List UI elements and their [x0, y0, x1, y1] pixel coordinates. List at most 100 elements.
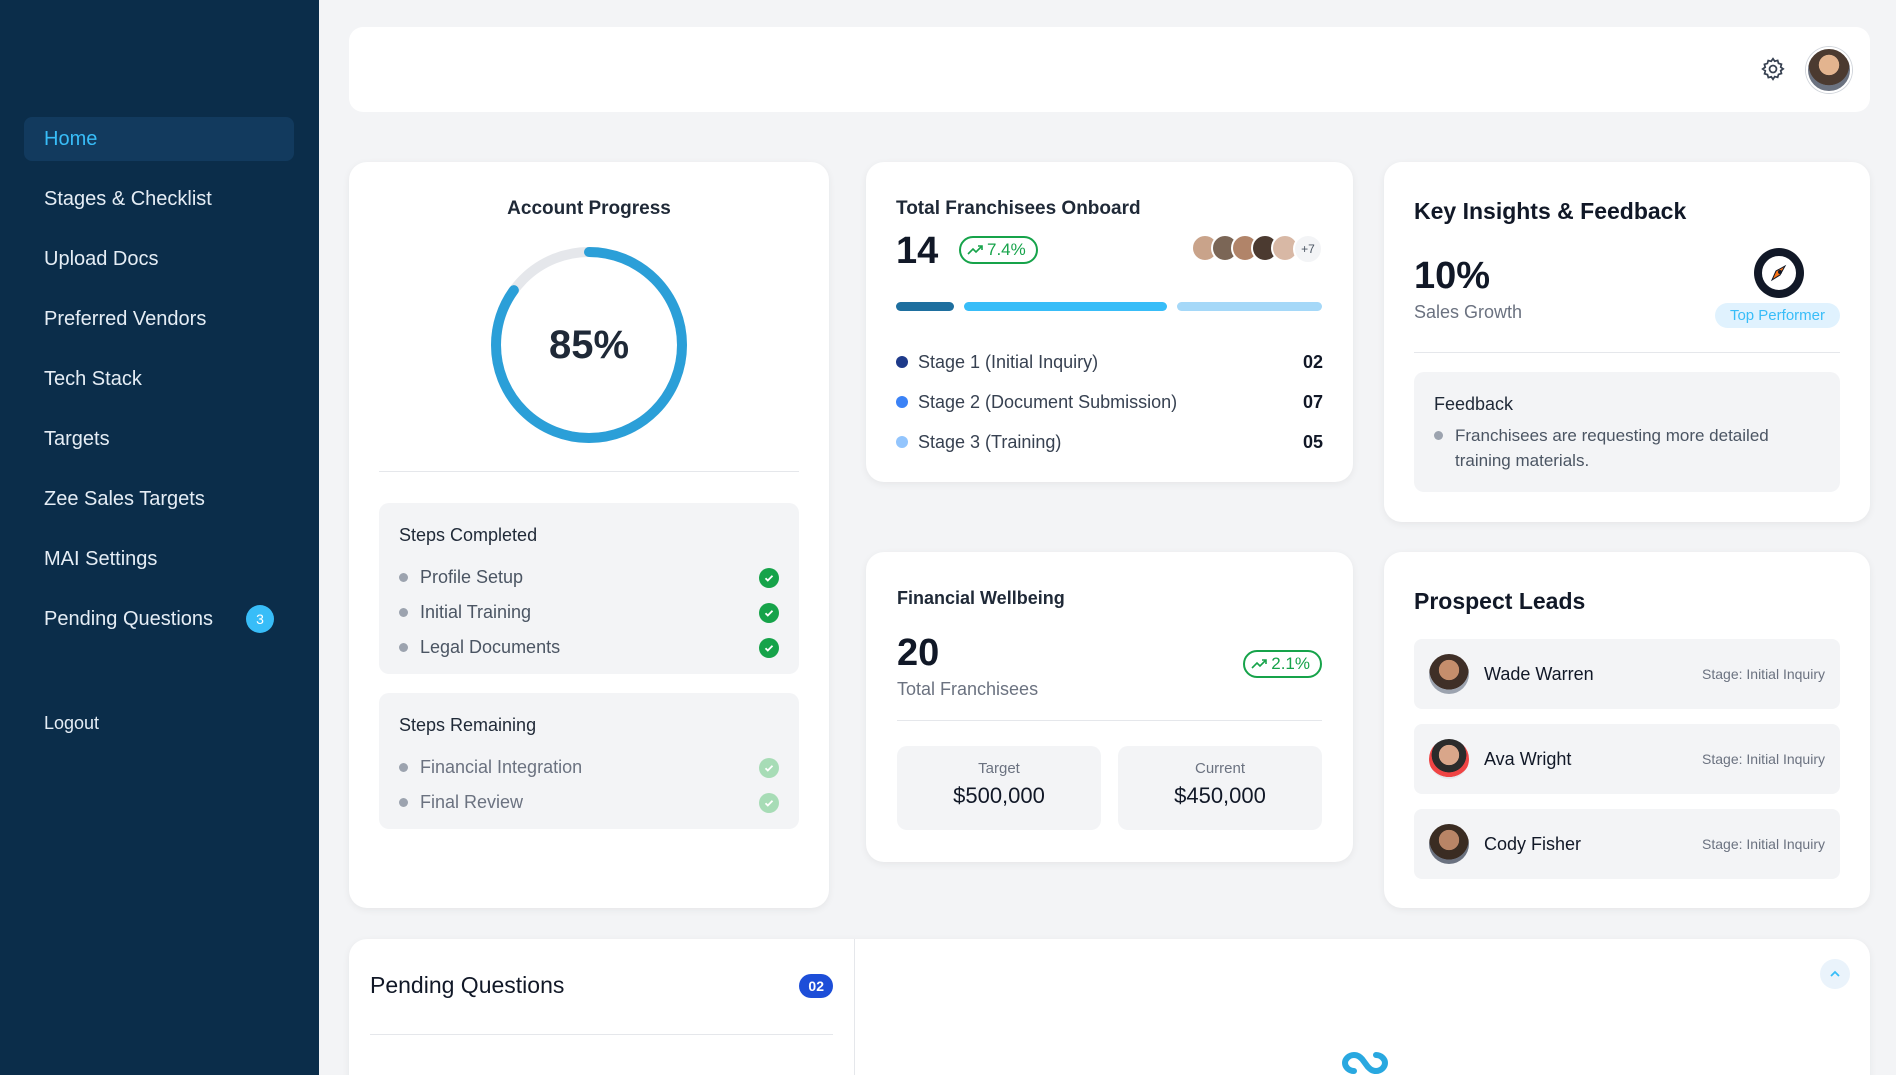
sidebar-item-upload-docs[interactable]: Upload Docs	[24, 237, 294, 281]
stage-dot	[896, 356, 908, 368]
step-label: Financial Integration	[420, 757, 583, 777]
step-label: Initial Training	[420, 602, 532, 622]
sales-growth-label: Sales Growth	[1414, 302, 1523, 322]
avatar	[1429, 654, 1469, 694]
stage-bar	[964, 302, 1167, 311]
badge-inner	[1760, 254, 1798, 292]
leads-title: Prospect Leads	[1414, 588, 1586, 614]
divider	[1414, 352, 1840, 353]
stage-row: Stage 2 (Document Submission) 07	[896, 382, 1323, 422]
steps-completed-title: Steps Completed	[399, 525, 538, 545]
sidebar-item-label: Upload Docs	[44, 247, 159, 270]
steps-completed-box: Steps Completed Profile Setup Initial Tr…	[379, 503, 799, 674]
franchisees-onboard-card: Total Franchisees Onboard 14 7.4% +7 Sta…	[866, 162, 1353, 482]
trend-value: 7.4%	[987, 240, 1026, 259]
bullet	[399, 608, 408, 617]
sidebar-nav: Home Stages & Checklist Upload Docs Pref…	[24, 117, 294, 657]
sidebar-item-targets[interactable]: Targets	[24, 417, 294, 461]
stage-dot	[896, 436, 908, 448]
avatar	[1429, 739, 1469, 779]
pending-count-badge: 3	[246, 605, 274, 633]
check-circle-icon	[759, 637, 779, 658]
step-label: Final Review	[420, 792, 524, 812]
account-progress-card: Account Progress 85% Steps Completed Pro…	[349, 162, 829, 908]
gear-icon[interactable]	[1760, 56, 1786, 82]
progress-percent: 85%	[548, 322, 630, 367]
check-circle-icon	[759, 792, 779, 813]
sidebar-item-stages-checklist[interactable]: Stages & Checklist	[24, 177, 294, 221]
step-label: Legal Documents	[420, 637, 561, 657]
steps-remaining-title: Steps Remaining	[399, 715, 537, 735]
onboard-count: 14	[896, 230, 939, 272]
logout-link[interactable]: Logout	[44, 713, 100, 733]
lead-row[interactable]: Wade Warren Stage: Initial Inquiry	[1414, 639, 1840, 709]
franchisee-count: 20	[897, 632, 940, 674]
stage-label: Stage 1 (Initial Inquiry)	[918, 351, 1099, 372]
key-insights-card: Key Insights & Feedback 10% Sales Growth…	[1384, 162, 1870, 522]
stage-label: Stage 2 (Document Submission)	[918, 391, 1178, 412]
stage-row: Stage 1 (Initial Inquiry) 02	[896, 342, 1323, 382]
sidebar: Home Stages & Checklist Upload Docs Pref…	[0, 0, 319, 1075]
top-header	[349, 27, 1870, 112]
step-item: Profile Setup	[399, 560, 779, 595]
sidebar-item-zee-sales-targets[interactable]: Zee Sales Targets	[24, 477, 294, 521]
onboard-title: Total Franchisees Onboard	[896, 198, 1141, 219]
insights-title: Key Insights & Feedback	[1414, 198, 1687, 224]
divider	[379, 471, 799, 472]
bullet	[399, 763, 408, 772]
account-progress-title: Account Progress	[507, 198, 671, 219]
bullet	[1434, 431, 1443, 440]
user-avatar[interactable]	[1806, 47, 1852, 93]
chevron-up-icon[interactable]	[1820, 959, 1850, 989]
pending-count-badge: 02	[799, 974, 833, 998]
trend-badge: 7.4%	[959, 236, 1038, 264]
check-circle-icon	[759, 602, 779, 623]
franchisee-count-label: Total Franchisees	[897, 679, 1039, 699]
sidebar-item-label: Zee Sales Targets	[44, 487, 205, 510]
lead-row[interactable]: Ava Wright Stage: Initial Inquiry	[1414, 724, 1840, 794]
sales-growth-percent: 10%	[1414, 255, 1491, 297]
stage-label: Stage 3 (Training)	[918, 431, 1062, 452]
sidebar-item-label: Pending Questions	[44, 607, 214, 630]
bullet	[399, 798, 408, 807]
trend-badge: 2.1%	[1243, 650, 1322, 678]
sidebar-item-label: MAI Settings	[44, 547, 158, 570]
more-avatars-count: +7	[1293, 234, 1323, 264]
financial-title: Financial Wellbeing	[897, 588, 1065, 608]
avatar	[1429, 824, 1469, 864]
lead-stage: Stage: Initial Inquiry	[1702, 751, 1825, 767]
trend-up-icon	[967, 245, 983, 255]
feedback-title: Feedback	[1434, 394, 1514, 414]
rocket-icon	[1770, 264, 1787, 282]
financial-wellbeing-card: Financial Wellbeing 20 Total Franchisees…	[866, 552, 1353, 862]
progress-ring-arc	[491, 247, 687, 443]
current-box: Current $450,000	[1118, 746, 1322, 830]
link-logo-icon	[1341, 1051, 1389, 1075]
bullet	[399, 643, 408, 652]
sidebar-item-preferred-vendors[interactable]: Preferred Vendors	[24, 297, 294, 341]
stage-value: 07	[1302, 391, 1323, 412]
pending-questions-card: Pending Questions 02	[349, 939, 1870, 1075]
feedback-box: Feedback Franchisees are requesting more…	[1414, 372, 1840, 492]
steps-remaining-box: Steps Remaining Financial Integration Fi…	[379, 693, 799, 829]
lead-row[interactable]: Cody Fisher Stage: Initial Inquiry	[1414, 809, 1840, 879]
lead-name: Cody Fisher	[1484, 833, 1582, 854]
step-item: Final Review	[399, 785, 779, 820]
lead-stage: Stage: Initial Inquiry	[1702, 836, 1825, 852]
sidebar-item-pending-questions[interactable]: Pending Questions 3	[24, 597, 294, 641]
stage-bar	[896, 302, 954, 311]
pending-questions-panel: Pending Questions 02	[349, 939, 855, 1075]
sidebar-item-home[interactable]: Home	[24, 117, 294, 161]
sidebar-item-label: Stages & Checklist	[44, 187, 212, 210]
progress-ring	[491, 247, 687, 443]
divider	[897, 720, 1322, 721]
prospect-leads-card: Prospect Leads Wade Warren Stage: Initia…	[1384, 552, 1870, 908]
check-circle-icon	[759, 567, 779, 588]
trend-up-icon	[1251, 659, 1268, 669]
sidebar-item-tech-stack[interactable]: Tech Stack	[24, 357, 294, 401]
stage-value: 02	[1302, 351, 1323, 372]
stage-value: 05	[1302, 431, 1323, 452]
stage-bar	[1177, 302, 1322, 311]
trend-value: 2.1%	[1271, 654, 1310, 673]
sidebar-item-mai-settings[interactable]: MAI Settings	[24, 537, 294, 581]
